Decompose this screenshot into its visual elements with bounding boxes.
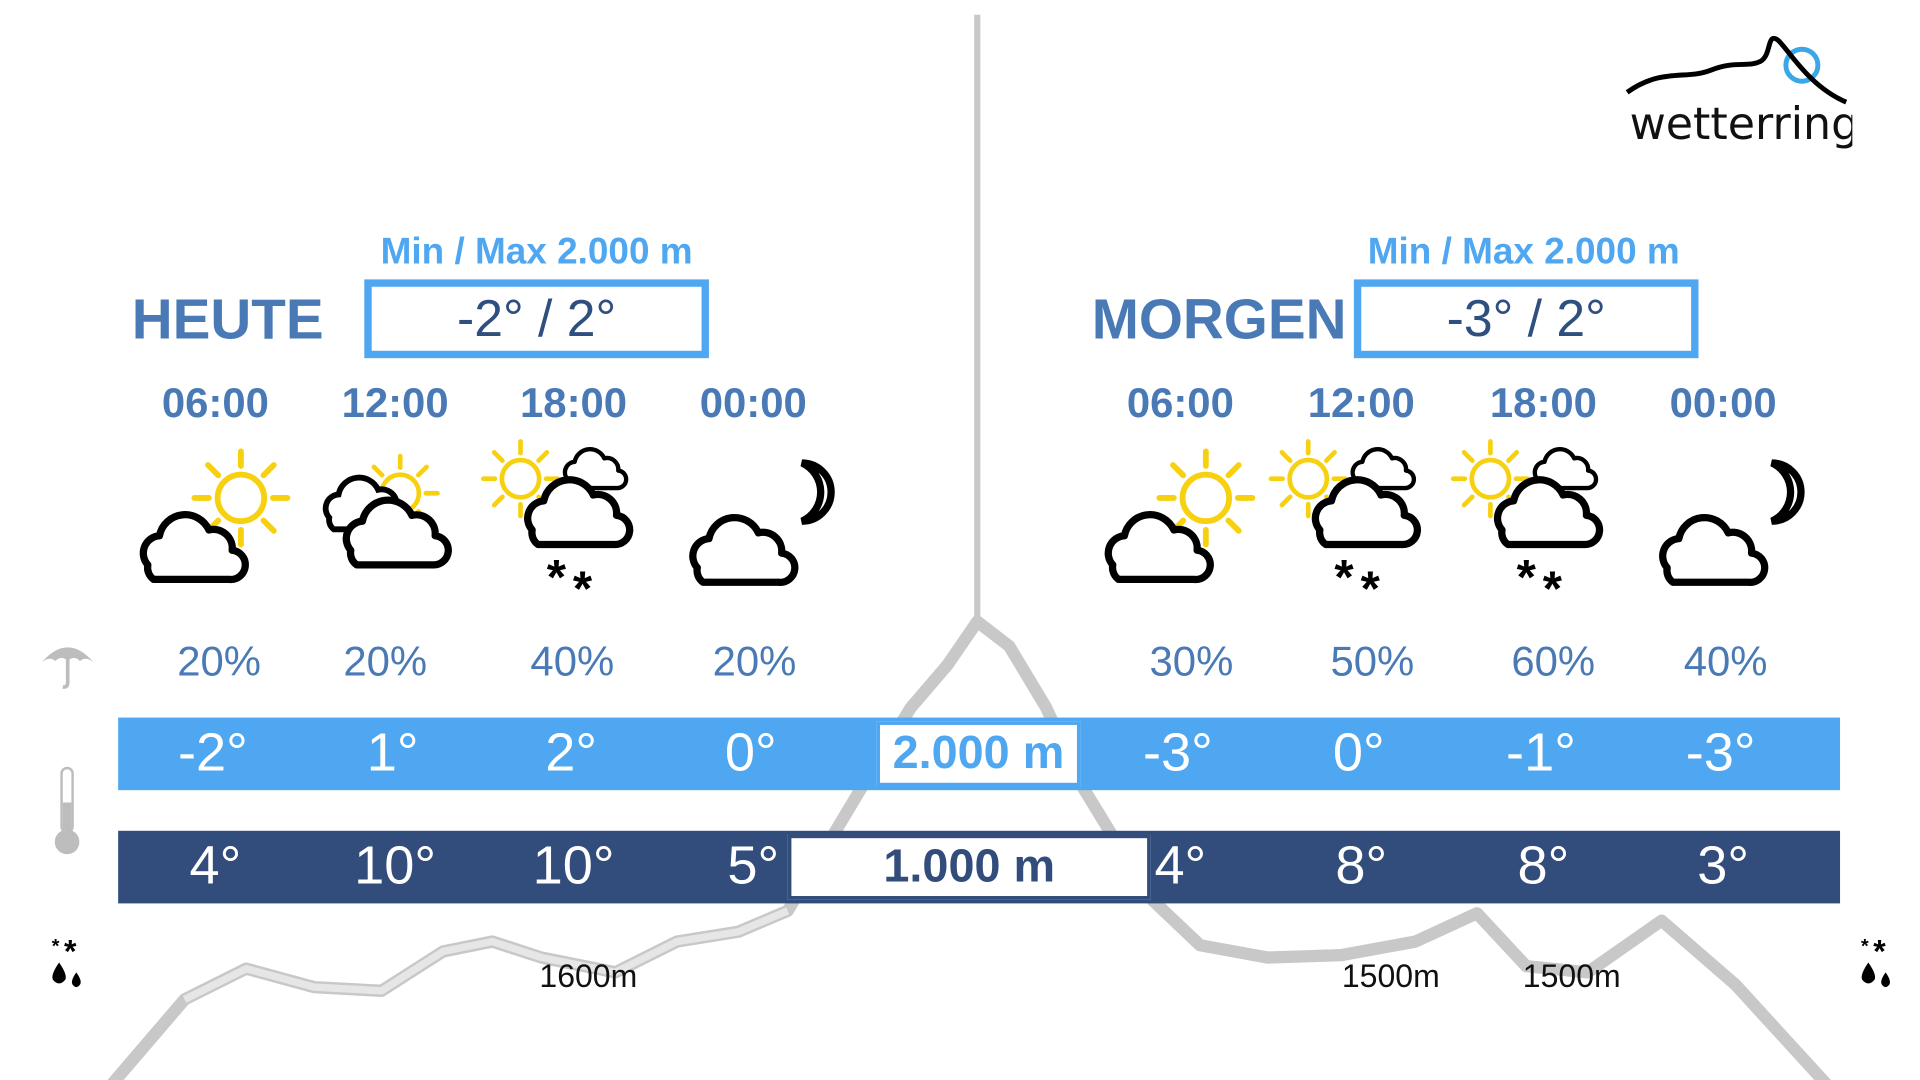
- cloud-moon-icon: [1659, 459, 1805, 586]
- svg-text:*: *: [573, 562, 593, 617]
- temp-2000m: 2°: [545, 722, 597, 783]
- sun-cloud-snow-icon: * *: [1268, 439, 1422, 617]
- temp-1000m: 4°: [1154, 835, 1207, 897]
- temp-2000m: 0°: [1332, 722, 1385, 783]
- svg-text:*: *: [547, 550, 567, 605]
- precip-chance: 50%: [1330, 638, 1415, 686]
- temp-2000m: -1°: [1506, 722, 1576, 783]
- time-label: 12:00: [1307, 380, 1415, 428]
- today-minmax-value: -2° / 2°: [457, 289, 617, 348]
- svg-text:*: *: [1873, 935, 1886, 969]
- altitude-1000-label: 1.000 m: [787, 834, 1151, 900]
- tomorrow-label: MORGEN: [1091, 286, 1347, 351]
- time-label: 06:00: [161, 380, 269, 428]
- sun-cloud-icon: [139, 448, 291, 584]
- temp-2000m: -3°: [1685, 722, 1756, 783]
- temp-1000m: 8°: [1517, 835, 1570, 897]
- temp-2000m: 1°: [366, 722, 419, 783]
- precip-chance: 20%: [177, 638, 261, 686]
- today-label: HEUTE: [131, 286, 324, 351]
- today-minmax-label: Min / Max 2.000 m: [380, 231, 693, 273]
- today-minmax-box: -2° / 2°: [364, 279, 709, 359]
- snowline-label: 1500m: [1341, 957, 1440, 995]
- snowline-label: 1500m: [1522, 957, 1621, 995]
- precip-chance: 20%: [712, 638, 797, 686]
- svg-text:*: *: [1361, 562, 1381, 617]
- temp-1000m: 10°: [532, 835, 615, 897]
- precip-chance: 60%: [1511, 638, 1596, 686]
- cloud-sun-icon: [322, 453, 452, 569]
- svg-text:*: *: [64, 935, 77, 969]
- temp-2000m: -2°: [178, 722, 248, 783]
- wetterring-logo: wetterring: [1625, 35, 1853, 150]
- altitude-1000-text: 1.000 m: [883, 840, 1056, 893]
- temp-1000m: 4°: [189, 835, 242, 897]
- sun-cloud-snow-icon: * *: [1450, 439, 1604, 617]
- time-label: 06:00: [1126, 380, 1234, 428]
- logo-wordmark: wetterring: [1630, 99, 1853, 150]
- snow-rain-icon: * *: [52, 935, 81, 988]
- precip-chance: 30%: [1149, 638, 1234, 686]
- time-label: 18:00: [1489, 380, 1597, 428]
- tomorrow-minmax-value: -3° / 2°: [1446, 289, 1606, 348]
- svg-text:*: *: [1861, 936, 1869, 958]
- altitude-2000-label: 2.000 m: [876, 721, 1081, 787]
- temp-1000m: 5°: [727, 835, 780, 897]
- altitude-2000-text: 2.000 m: [892, 727, 1065, 780]
- time-label: 00:00: [1669, 380, 1777, 428]
- svg-text:*: *: [52, 936, 60, 958]
- thermometer-icon: [54, 766, 80, 855]
- sun-cloud-snow-icon: * *: [480, 439, 634, 617]
- temp-1000m: 8°: [1335, 835, 1388, 897]
- precip-chance: 40%: [1683, 638, 1768, 686]
- time-label: 18:00: [520, 380, 628, 428]
- svg-text:*: *: [1543, 562, 1563, 617]
- temp-1000m: 10°: [354, 835, 437, 897]
- temp-1000m: 3°: [1697, 835, 1750, 897]
- precip-chance: 20%: [343, 638, 428, 686]
- sun-cloud-icon: [1104, 448, 1256, 584]
- tomorrow-minmax-box: -3° / 2°: [1353, 279, 1699, 359]
- cloud-moon-icon: [689, 459, 835, 586]
- umbrella-icon: [41, 647, 94, 689]
- precip-chance: 40%: [530, 638, 615, 686]
- time-label: 12:00: [341, 380, 449, 428]
- temp-2000m: 0°: [724, 722, 777, 783]
- svg-text:*: *: [1517, 550, 1537, 605]
- snow-rain-icon-right: * *: [1861, 935, 1890, 988]
- tomorrow-minmax-label: Min / Max 2.000 m: [1367, 231, 1680, 273]
- temp-2000m: -3°: [1142, 722, 1213, 783]
- time-label: 00:00: [699, 380, 807, 428]
- snowline-label: 1600m: [539, 957, 638, 995]
- svg-text:*: *: [1334, 550, 1354, 605]
